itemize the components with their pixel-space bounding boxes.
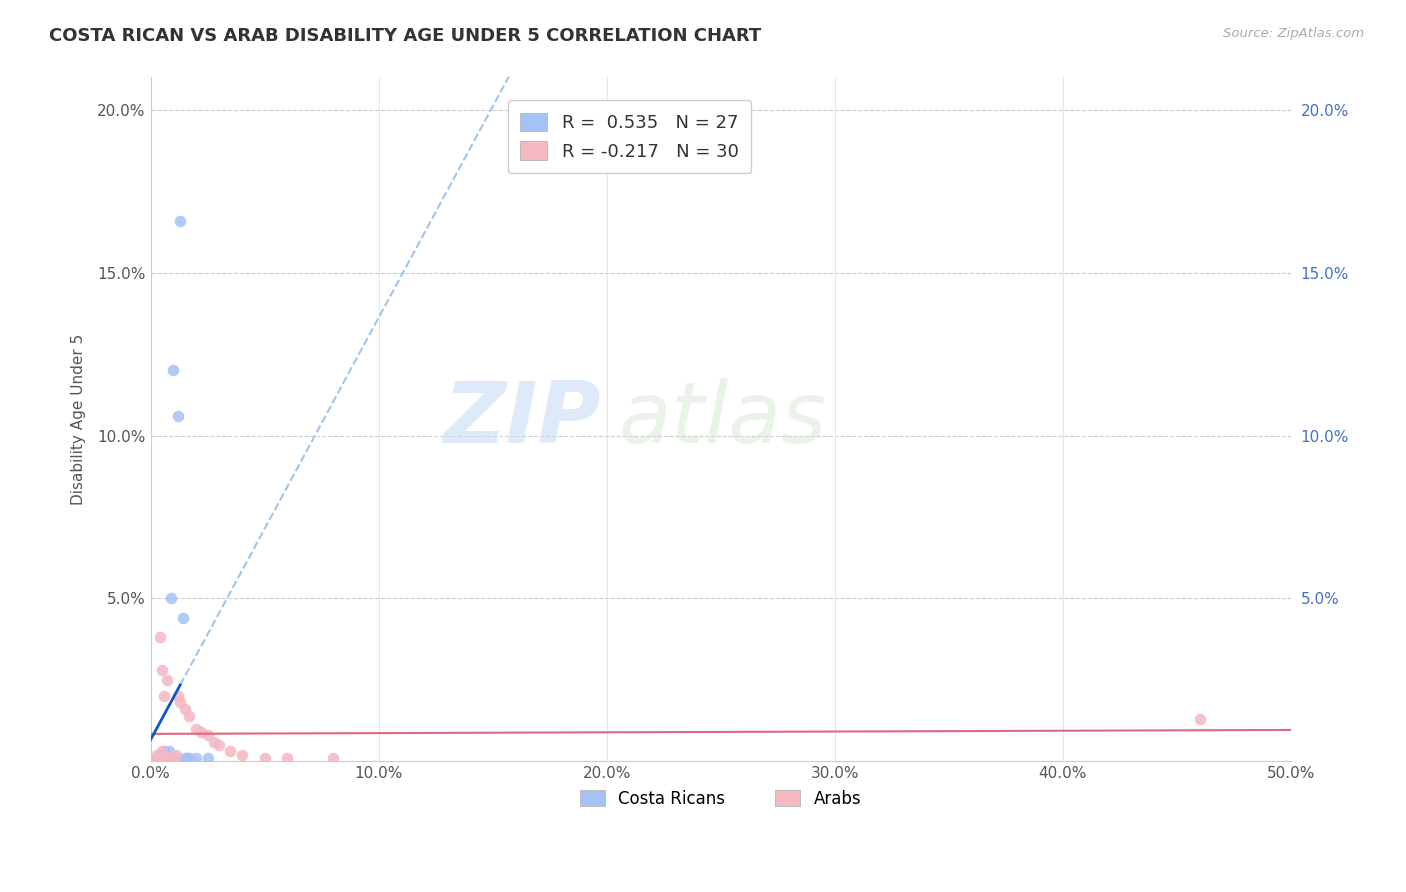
Point (173, 702, 195, 716)
Point (231, 747, 253, 762)
Point (155, 751, 177, 765)
Point (169, 213, 191, 227)
Point (155, 673, 177, 687)
Point (146, 747, 169, 762)
Point (149, 631, 172, 645)
Point (160, 751, 183, 765)
Point (160, 751, 183, 765)
Point (219, 744, 242, 758)
Point (165, 747, 187, 762)
Point (1188, 712, 1211, 726)
Point (149, 747, 172, 762)
Point (179, 751, 201, 765)
Point (172, 611, 194, 625)
Point (179, 708, 201, 723)
Point (165, 751, 187, 765)
Point (150, 751, 173, 765)
Text: COSTA RICAN VS ARAB DISABILITY AGE UNDER 5 CORRELATION CHART: COSTA RICAN VS ARAB DISABILITY AGE UNDER… (49, 27, 762, 45)
Point (157, 744, 180, 758)
Point (190, 724, 212, 739)
Point (253, 751, 276, 765)
Point (186, 722, 208, 736)
Point (204, 734, 226, 748)
Point (149, 751, 172, 765)
Point (160, 591, 183, 606)
Point (197, 728, 219, 742)
Point (153, 689, 176, 703)
Point (155, 751, 177, 765)
Point (162, 751, 184, 765)
Point (149, 751, 172, 765)
Point (167, 409, 190, 423)
Point (157, 751, 180, 765)
Point (176, 751, 198, 765)
Point (153, 751, 176, 765)
Point (155, 747, 177, 762)
Point (157, 751, 180, 765)
Point (160, 751, 183, 765)
Point (197, 751, 219, 765)
Point (143, 751, 166, 765)
Text: atlas: atlas (619, 377, 827, 461)
Point (169, 696, 191, 710)
Text: Source: ZipAtlas.com: Source: ZipAtlas.com (1223, 27, 1364, 40)
Y-axis label: Disability Age Under 5: Disability Age Under 5 (72, 334, 86, 505)
Point (276, 751, 298, 765)
Text: ZIP: ZIP (443, 377, 600, 461)
Point (208, 738, 231, 752)
Point (146, 751, 169, 765)
Point (153, 751, 176, 765)
Point (153, 751, 176, 765)
Point (150, 751, 173, 765)
Point (150, 747, 173, 762)
Point (322, 751, 344, 765)
Point (150, 744, 173, 758)
Point (173, 751, 195, 765)
Point (167, 689, 190, 703)
Legend: Costa Ricans, Arabs: Costa Ricans, Arabs (574, 783, 868, 814)
Point (150, 663, 173, 677)
Point (155, 751, 177, 765)
Point (162, 363, 184, 377)
Point (153, 744, 176, 758)
Point (186, 751, 208, 765)
Point (150, 751, 173, 765)
